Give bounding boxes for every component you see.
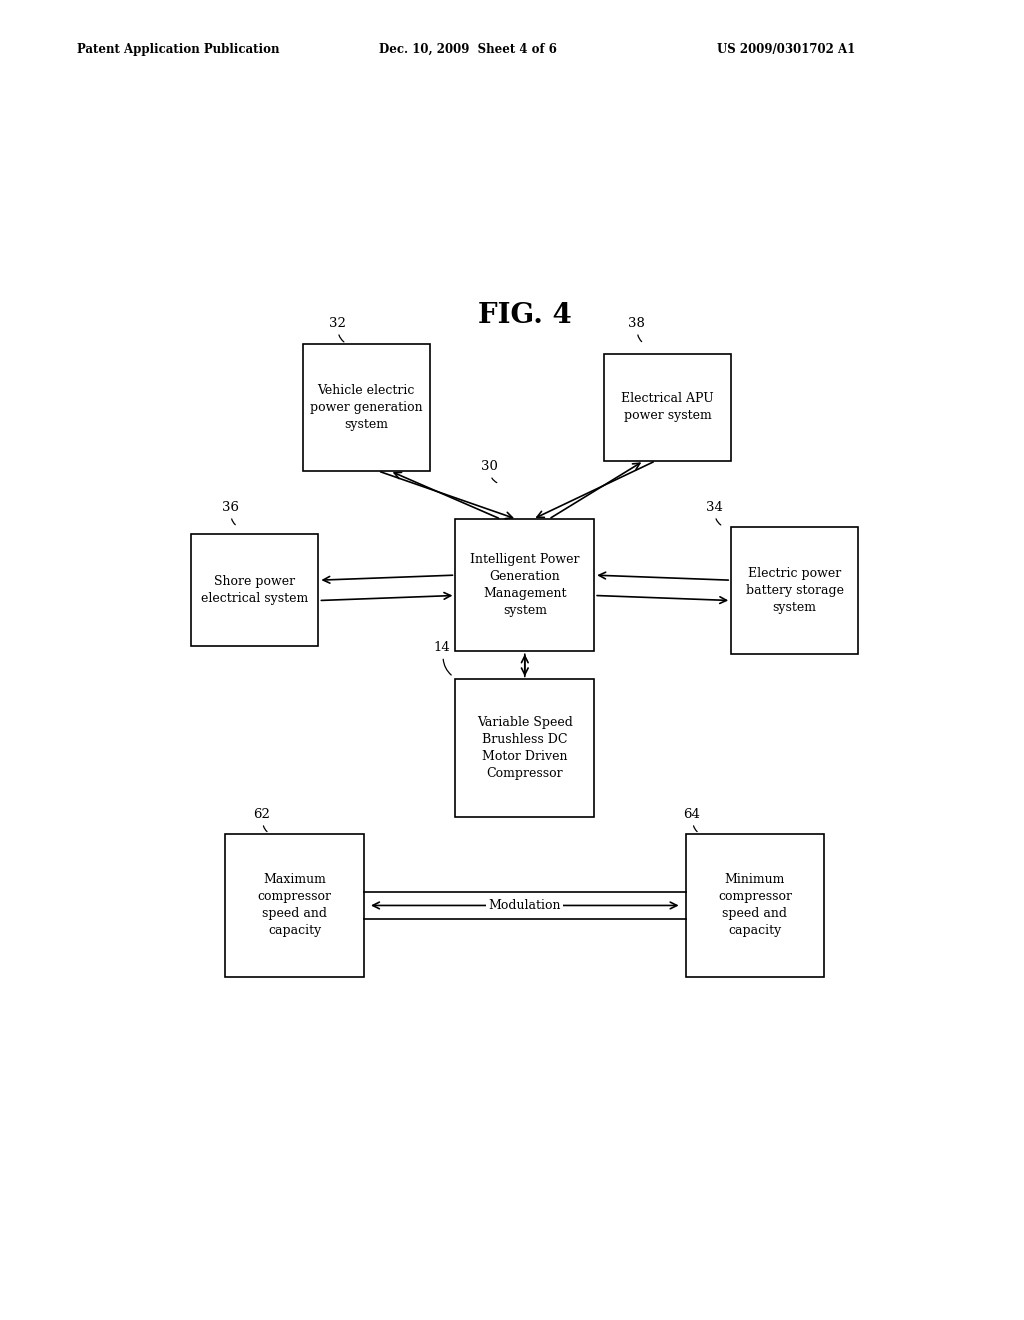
Bar (685, 834, 824, 977)
Text: Dec. 10, 2009  Sheet 4 of 6: Dec. 10, 2009 Sheet 4 of 6 (379, 42, 557, 55)
Text: Minimum
compressor
speed and
capacity: Minimum compressor speed and capacity (718, 874, 792, 937)
Bar (456, 519, 594, 651)
Bar (303, 345, 430, 471)
Bar (604, 354, 731, 461)
Text: Modulation: Modulation (488, 899, 561, 912)
Text: 62: 62 (253, 808, 270, 821)
Bar (191, 535, 318, 647)
Text: 64: 64 (684, 808, 700, 821)
Text: FIG. 4: FIG. 4 (478, 302, 571, 330)
Text: Electric power
battery storage
system: Electric power battery storage system (745, 566, 844, 614)
Text: Shore power
electrical system: Shore power electrical system (202, 576, 308, 606)
Text: 38: 38 (628, 317, 645, 330)
Text: Electrical APU
power system: Electrical APU power system (622, 392, 714, 422)
Text: Maximum
compressor
speed and
capacity: Maximum compressor speed and capacity (258, 874, 332, 937)
Text: Variable Speed
Brushless DC
Motor Driven
Compressor: Variable Speed Brushless DC Motor Driven… (477, 715, 572, 780)
Text: 36: 36 (221, 502, 239, 515)
Text: 32: 32 (329, 317, 346, 330)
Text: 14: 14 (433, 642, 451, 655)
Text: Vehicle electric
power generation
system: Vehicle electric power generation system (310, 384, 422, 430)
Text: Patent Application Publication: Patent Application Publication (77, 42, 280, 55)
Text: Intelligent Power
Generation
Management
system: Intelligent Power Generation Management … (470, 553, 580, 618)
Text: US 2009/0301702 A1: US 2009/0301702 A1 (717, 42, 855, 55)
Bar (731, 527, 858, 653)
Bar (225, 834, 365, 977)
Bar (456, 680, 594, 817)
Text: 34: 34 (706, 502, 723, 515)
Text: 30: 30 (481, 461, 498, 474)
